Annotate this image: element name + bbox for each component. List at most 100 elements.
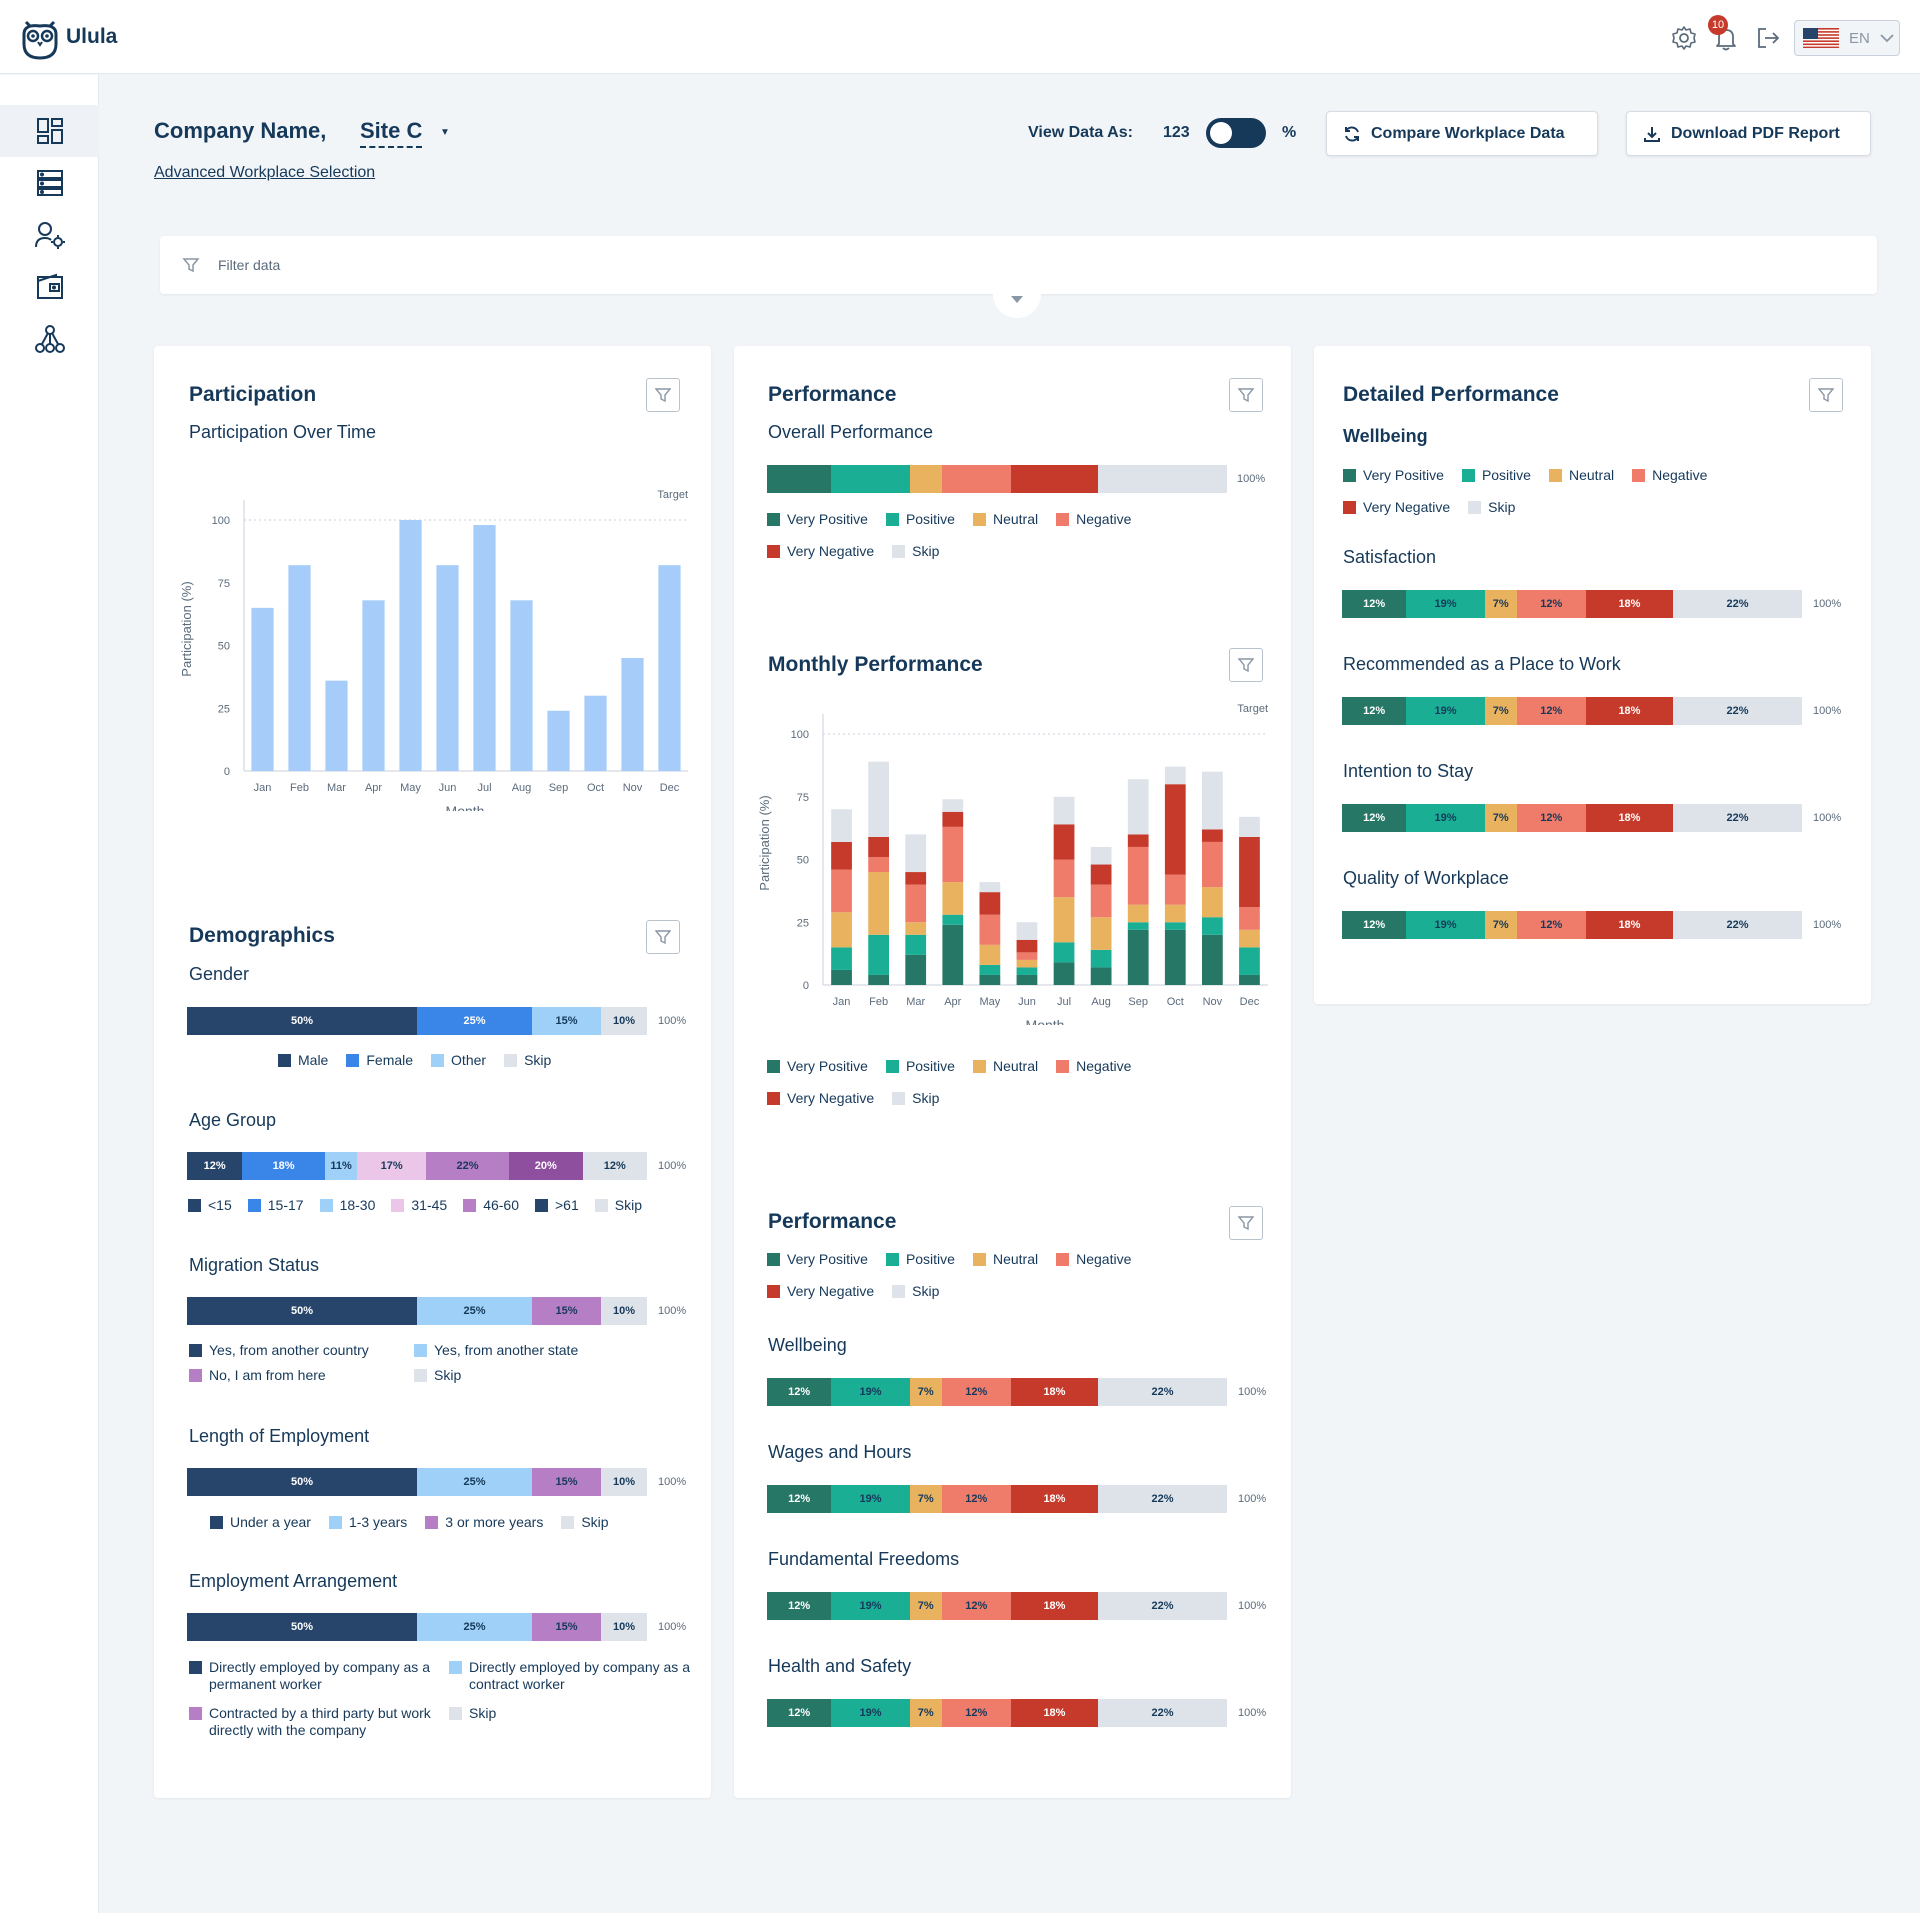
view-percent-option[interactable]: % — [1282, 124, 1297, 141]
sidebar-item-wallet[interactable] — [0, 261, 99, 313]
participation-bar[interactable] — [584, 695, 607, 771]
stacked-bar-segment[interactable] — [831, 841, 852, 870]
stacked-bar-segment[interactable] — [831, 869, 852, 913]
stacked-bar-segment[interactable] — [1016, 922, 1038, 940]
stacked-bar-segment[interactable] — [905, 934, 927, 955]
stacked-bar-segment[interactable] — [1239, 836, 1260, 908]
caret-down-icon[interactable]: ▼ — [440, 127, 450, 138]
stacked-bar-segment[interactable] — [831, 969, 852, 985]
stacked-bar-segment[interactable] — [1127, 834, 1149, 847]
stacked-bar-segment[interactable] — [1201, 917, 1223, 935]
stacked-bar-segment[interactable] — [1127, 922, 1149, 930]
stacked-bar-segment[interactable] — [1053, 824, 1075, 860]
stacked-bar-segment[interactable] — [1016, 974, 1038, 985]
detailed-performance-filter-button[interactable] — [1809, 378, 1843, 412]
stacked-bar-segment[interactable] — [868, 974, 890, 985]
stacked-bar-segment[interactable] — [868, 856, 890, 873]
stacked-bar-segment[interactable] — [831, 809, 852, 842]
gear-icon[interactable] — [1670, 24, 1698, 52]
stacked-bar-segment[interactable] — [1090, 967, 1112, 985]
app-logo[interactable]: Ulula — [18, 14, 117, 60]
stacked-bar-segment[interactable] — [1239, 929, 1260, 948]
stacked-bar-segment[interactable] — [1127, 929, 1149, 985]
notification-badge[interactable]: 10 — [1708, 15, 1728, 35]
download-pdf-button[interactable]: Download PDF Report — [1626, 111, 1871, 156]
stacked-bar-segment[interactable] — [1164, 904, 1186, 923]
stacked-bar-segment[interactable] — [1239, 907, 1260, 930]
stacked-bar-segment[interactable] — [1090, 917, 1112, 950]
performance-breakdown-filter-button[interactable] — [1229, 1206, 1263, 1240]
stacked-bar-segment[interactable] — [1164, 929, 1186, 985]
stacked-bar-segment[interactable] — [1164, 874, 1186, 905]
stacked-bar-segment[interactable] — [1201, 887, 1223, 918]
sidebar-item-network[interactable] — [0, 313, 99, 365]
performance-filter-button[interactable] — [1229, 378, 1263, 412]
stacked-bar-segment[interactable] — [1090, 949, 1112, 968]
sidebar-item-user-settings[interactable] — [0, 209, 99, 261]
participation-bar[interactable] — [288, 565, 311, 771]
stacked-bar-segment[interactable] — [1016, 952, 1038, 960]
stacked-bar-segment[interactable] — [868, 761, 890, 837]
stacked-bar-segment[interactable] — [942, 924, 964, 985]
stacked-bar-segment[interactable] — [1053, 962, 1075, 985]
stacked-bar-segment[interactable] — [942, 811, 964, 827]
logout-icon[interactable] — [1754, 24, 1782, 52]
stacked-bar-segment[interactable] — [1239, 816, 1260, 837]
participation-bar[interactable] — [658, 565, 681, 771]
stacked-bar-segment[interactable] — [905, 834, 927, 873]
stacked-bar-segment[interactable] — [1016, 939, 1038, 953]
stacked-bar-segment[interactable] — [979, 964, 1001, 975]
participation-bar[interactable] — [510, 600, 533, 771]
participation-bar[interactable] — [621, 658, 644, 771]
stacked-bar-segment[interactable] — [905, 954, 927, 985]
sidebar-item-data[interactable] — [0, 157, 99, 209]
stacked-bar-segment[interactable] — [1053, 859, 1075, 898]
stacked-bar-segment[interactable] — [868, 934, 890, 975]
stacked-bar-segment[interactable] — [1053, 897, 1075, 943]
participation-bar[interactable] — [547, 710, 570, 771]
stacked-bar-segment[interactable] — [1201, 934, 1223, 985]
stacked-bar-segment[interactable] — [1201, 841, 1223, 888]
stacked-bar-segment[interactable] — [1239, 947, 1260, 975]
participation-bar[interactable] — [362, 600, 385, 771]
stacked-bar-segment[interactable] — [1016, 967, 1038, 975]
stacked-bar-segment[interactable] — [979, 944, 1001, 965]
stacked-bar-segment[interactable] — [942, 799, 964, 812]
monthly-performance-filter-button[interactable] — [1229, 648, 1263, 682]
participation-bar[interactable] — [399, 520, 422, 771]
participation-filter-button[interactable] — [646, 378, 680, 412]
stacked-bar-segment[interactable] — [1127, 904, 1149, 923]
stacked-bar-segment[interactable] — [1164, 922, 1186, 930]
participation-bar[interactable] — [473, 525, 496, 771]
stacked-bar-segment[interactable] — [979, 914, 1001, 945]
demographics-filter-button[interactable] — [646, 920, 680, 954]
stacked-bar-segment[interactable] — [1201, 771, 1223, 830]
stacked-bar-segment[interactable] — [905, 872, 927, 885]
advanced-selection-link[interactable]: Advanced Workplace Selection — [154, 164, 376, 181]
stacked-bar-segment[interactable] — [1239, 974, 1260, 985]
stacked-bar-segment[interactable] — [1053, 942, 1075, 963]
view-mode-toggle[interactable] — [1206, 118, 1266, 148]
stacked-bar-segment[interactable] — [1127, 846, 1149, 905]
stacked-bar-segment[interactable] — [831, 947, 852, 970]
stacked-bar-segment[interactable] — [1016, 959, 1038, 968]
stacked-bar-segment[interactable] — [1090, 864, 1112, 885]
stacked-bar-segment[interactable] — [1127, 779, 1149, 835]
sidebar-item-dashboard[interactable] — [0, 105, 99, 157]
site-selector[interactable]: Site C — [360, 118, 423, 148]
stacked-bar-segment[interactable] — [1090, 846, 1112, 865]
language-selector[interactable]: EN — [1794, 20, 1900, 56]
stacked-bar-segment[interactable] — [979, 892, 1001, 915]
stacked-bar-segment[interactable] — [831, 912, 852, 948]
participation-bar[interactable] — [251, 607, 274, 771]
stacked-bar-segment[interactable] — [1201, 829, 1223, 842]
stacked-bar-segment[interactable] — [979, 882, 1001, 893]
stacked-bar-segment[interactable] — [942, 882, 964, 915]
stacked-bar-segment[interactable] — [942, 826, 964, 883]
stacked-bar-segment[interactable] — [868, 836, 890, 857]
stacked-bar-segment[interactable] — [979, 974, 1001, 985]
stacked-bar-segment[interactable] — [1164, 766, 1186, 785]
participation-bar[interactable] — [325, 680, 348, 771]
stacked-bar-segment[interactable] — [905, 884, 927, 923]
stacked-bar-segment[interactable] — [1164, 784, 1186, 875]
